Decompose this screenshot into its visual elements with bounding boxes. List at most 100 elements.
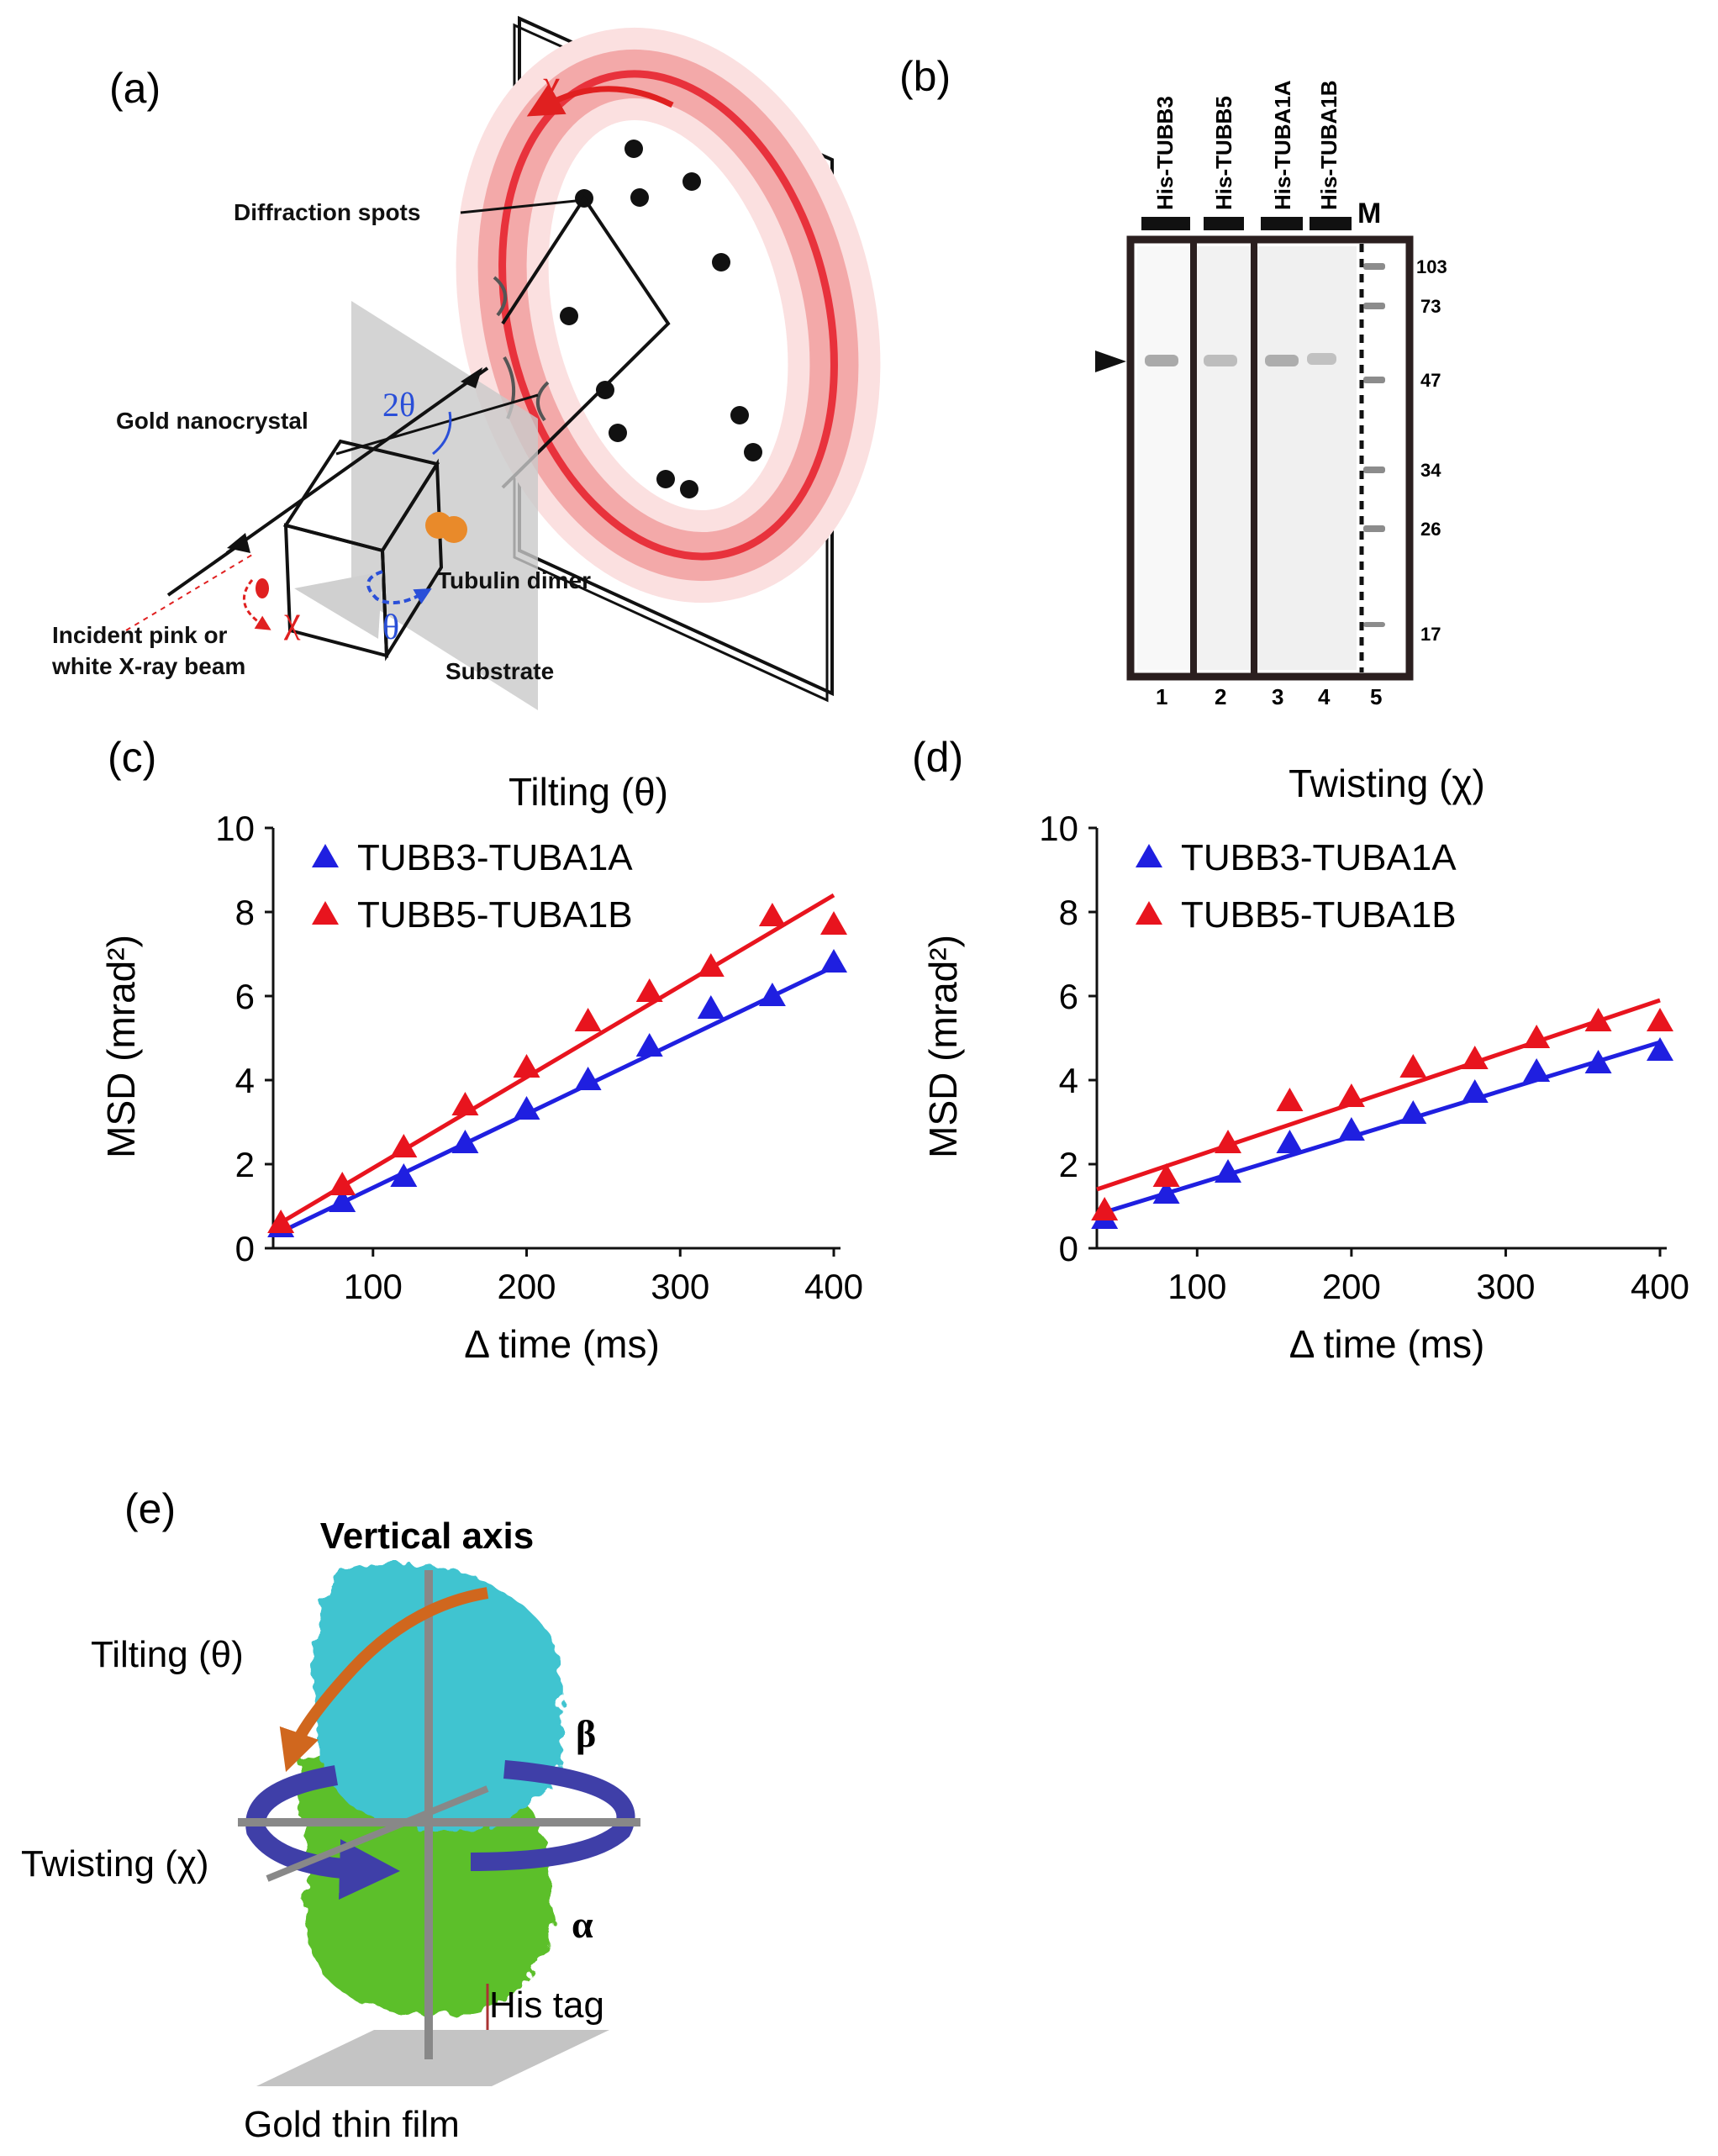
- legend-marker: [312, 844, 339, 867]
- substrate-label: Substrate: [445, 658, 554, 684]
- mw-label: 26: [1420, 519, 1441, 540]
- lane-number: 2: [1215, 684, 1226, 709]
- data-point: [1523, 1058, 1551, 1082]
- x-axis-label: Δ time (ms): [1289, 1322, 1485, 1366]
- chart-c: 0 2 4 6 8 10 100 200 300 400 Δ time (ms) MSD (mrad²…: [99, 809, 863, 1366]
- x-tick-label: 300: [651, 1267, 709, 1306]
- data-point: [758, 903, 786, 926]
- tilt-arrow: [279, 1587, 489, 1773]
- data-point: [1584, 1008, 1612, 1031]
- y-tick-label: 2: [1059, 1145, 1078, 1184]
- beta-label: β: [576, 1712, 596, 1755]
- chi-rotation-arrow: [526, 83, 674, 117]
- data-point: [1215, 1130, 1242, 1153]
- gel-band: [1265, 355, 1299, 366]
- data-point: [451, 1130, 479, 1153]
- band-arrowhead: [1095, 351, 1126, 372]
- lane-number: 3: [1272, 684, 1283, 709]
- legend-marker: [1136, 844, 1162, 867]
- tubulin-dimer-label: Tubulin dimer: [437, 567, 591, 593]
- diffracted-beam: [501, 195, 671, 489]
- gold-nanocrystal-cube: [282, 439, 444, 662]
- data-point: [635, 1033, 663, 1057]
- mw-label: 73: [1420, 296, 1441, 317]
- beam-bracket: [536, 381, 550, 422]
- panel-c: (c) Tilting (θ) 0 2 4 6 8 10 100 200 300 400 Δ tim…: [99, 734, 863, 1366]
- legend-entry: TUBB3-TUBA1A: [357, 837, 633, 878]
- data-point: [1152, 1180, 1180, 1204]
- data-point: [1152, 1163, 1180, 1187]
- spot: [624, 140, 643, 158]
- spot: [712, 253, 730, 271]
- data-point: [1461, 1079, 1489, 1103]
- substrate-plane: [351, 301, 538, 710]
- chi-rotation-arrow-bottom: [243, 579, 271, 630]
- data-point: [697, 995, 725, 1019]
- chart-d: 0 2 4 6 8 10 100 200 300 400 Δ time (ms) MSD (mrad²…: [921, 809, 1689, 1366]
- x-axis-label: Δ time (ms): [464, 1322, 660, 1366]
- data-point: [1399, 1054, 1427, 1078]
- beam-arrowhead: [461, 367, 482, 388]
- beam-axis-dashed: [125, 554, 253, 631]
- fit-line-2: [271, 893, 835, 1230]
- x-tick-label: 100: [344, 1267, 403, 1306]
- spot: [730, 406, 749, 424]
- mw-labels: 103 73 47 34 26 17: [1416, 256, 1447, 645]
- leader-line: [460, 198, 585, 214]
- gel-band: [1145, 355, 1178, 366]
- mw-label: 34: [1420, 460, 1441, 481]
- lane-label-tubb3: His-TUBB3: [1152, 96, 1178, 210]
- y-tick-label: 10: [215, 809, 255, 848]
- data-point: [329, 1172, 356, 1195]
- legend-entry: TUBB5-TUBA1B: [1181, 894, 1457, 936]
- chi-symbol-bottom: χ: [283, 599, 301, 640]
- data-point: [513, 1054, 540, 1078]
- twist-arrow-back: [470, 1760, 635, 1871]
- x-tick-label: 400: [1631, 1267, 1689, 1306]
- two-theta-arc: [432, 411, 452, 456]
- spot: [656, 470, 675, 488]
- y-tick-label: 8: [235, 893, 255, 932]
- two-theta-label: 2θ: [382, 386, 415, 424]
- alpha-label: α: [572, 1903, 593, 1946]
- data-point: [267, 1210, 295, 1233]
- data-point: [820, 949, 847, 973]
- data-point: [635, 978, 663, 1002]
- twisting-label: Twisting (χ): [21, 1843, 209, 1885]
- beta-subunit: [312, 1563, 563, 1831]
- incident-beam-tail: [166, 543, 241, 597]
- y-tick-label: 10: [1039, 809, 1078, 848]
- diffraction-spots-label: Diffraction spots: [234, 199, 420, 225]
- x-tick-label: 300: [1476, 1267, 1535, 1306]
- data-point: [574, 1008, 602, 1031]
- data-point: [1276, 1130, 1304, 1153]
- mw-label: 17: [1420, 624, 1441, 645]
- x-tick-label: 400: [804, 1267, 863, 1306]
- y-tick-label: 6: [235, 977, 255, 1016]
- gel-lane-labels: His-TUBB3 His-TUBB5 His-TUBA1A His-TUBA1…: [1152, 80, 1381, 229]
- data-point: [1091, 1197, 1119, 1220]
- chart-title-c: Tilting (θ): [509, 770, 668, 814]
- theta-symbol: θ: [382, 609, 399, 647]
- mw-label: 103: [1416, 256, 1447, 277]
- data-point: [697, 953, 725, 977]
- legend-marker: [1136, 901, 1162, 925]
- scattered-beam: [335, 393, 539, 456]
- y-tick-label: 0: [1059, 1229, 1078, 1268]
- gel-band: [1204, 355, 1237, 366]
- lane-header-bars: [1141, 217, 1352, 230]
- x-tick-label: 200: [1322, 1267, 1381, 1306]
- fit-line-1: [271, 964, 835, 1238]
- data-point: [1461, 1046, 1489, 1069]
- chart-title-d: Twisting (χ): [1288, 762, 1485, 805]
- beam-arrowhead: [227, 533, 250, 553]
- panel-label-e: (e): [124, 1485, 176, 1532]
- lane-label-tubb5: His-TUBB5: [1211, 96, 1236, 210]
- panel-label-d: (d): [912, 734, 963, 781]
- data-point: [451, 1092, 479, 1115]
- mw-label: 47: [1420, 370, 1441, 391]
- data-point: [1276, 1088, 1304, 1111]
- gold-thin-film-label: Gold thin film: [244, 2104, 460, 2145]
- data-point: [1399, 1100, 1427, 1124]
- vertical-axis-label: Vertical axis: [320, 1516, 534, 1557]
